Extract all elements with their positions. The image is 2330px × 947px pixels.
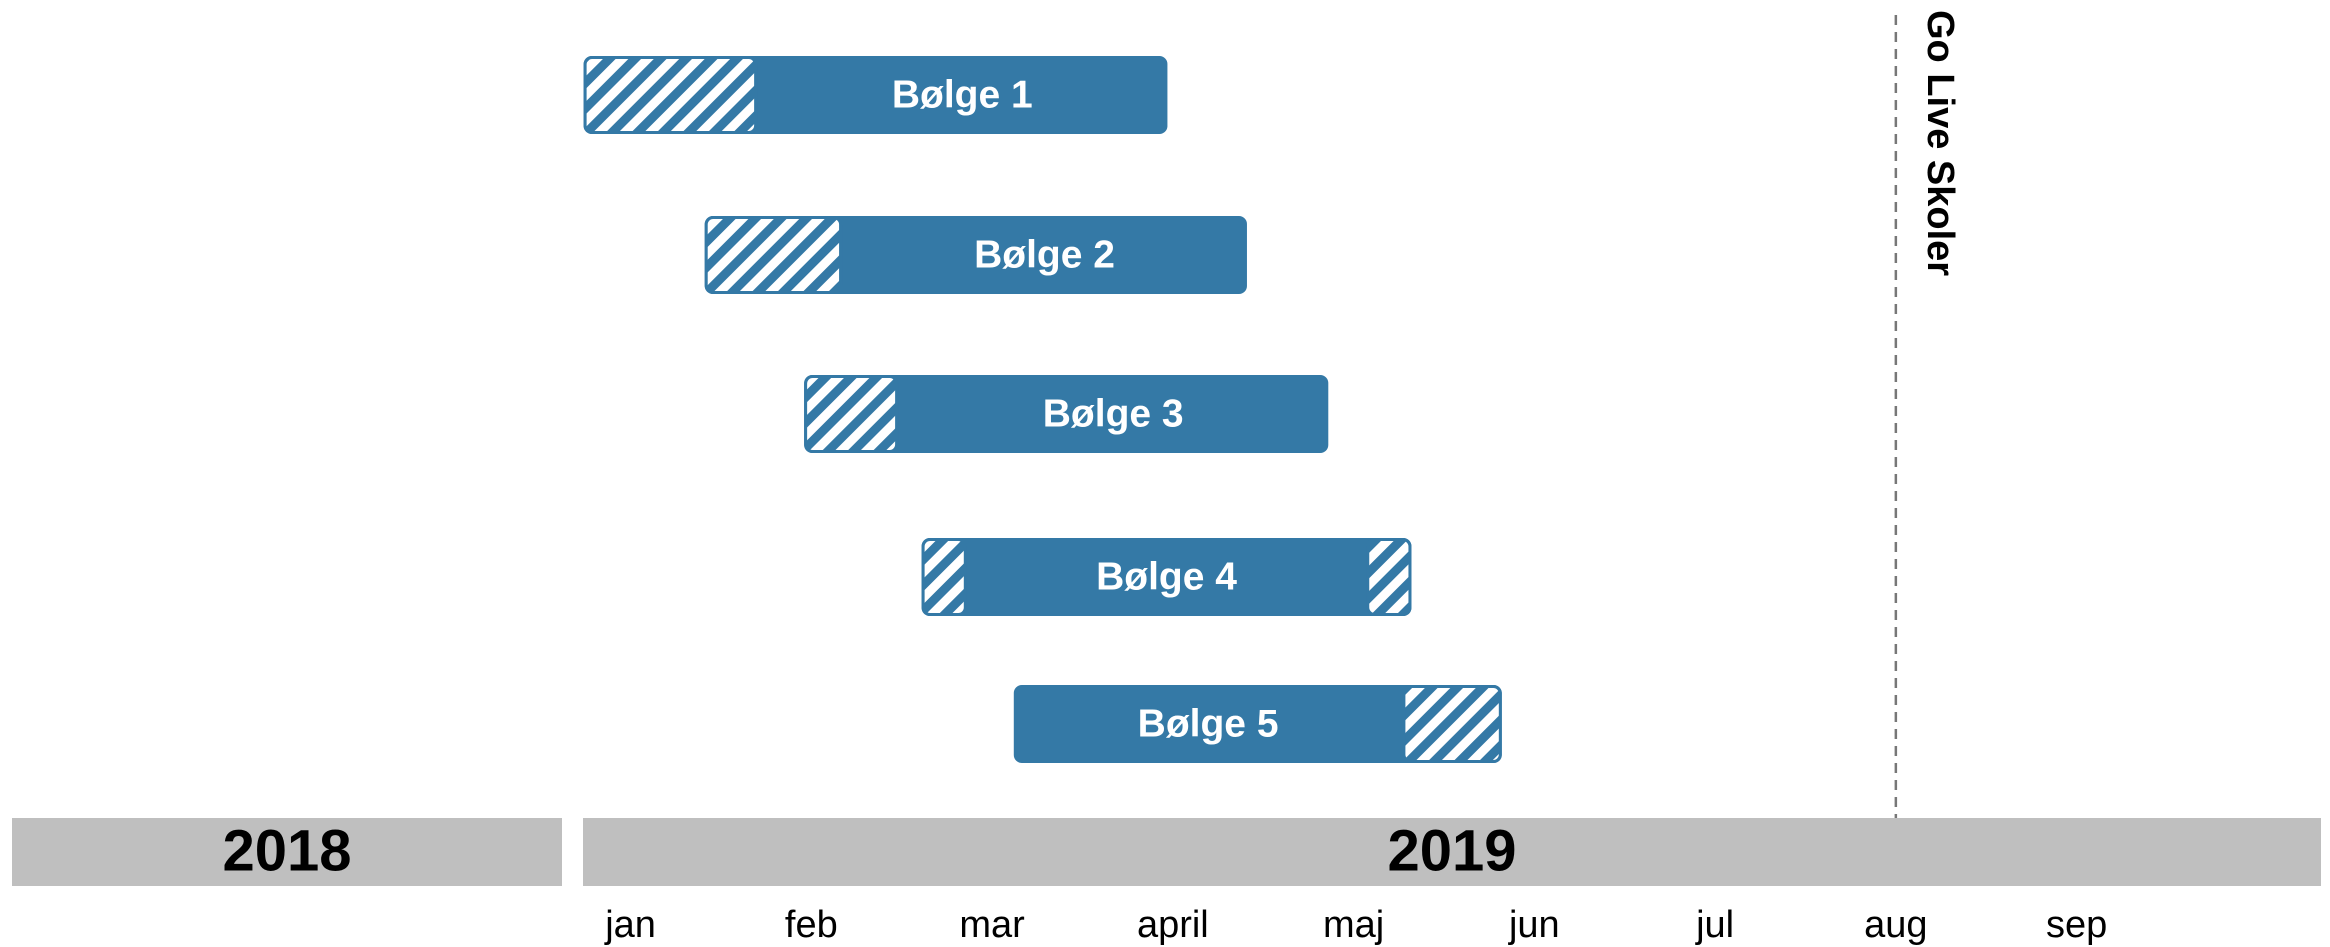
month-label: jul [1695,904,1734,946]
task-bar [1013,685,1502,763]
task-label: Bølge 1 [892,73,1033,116]
month-label: jan [604,904,656,946]
hatched-segment [583,56,758,134]
year-band [12,818,562,886]
month-label: sep [2046,904,2107,946]
month-label: feb [785,904,838,946]
task-bar [804,375,1329,453]
task-bar [921,538,1412,616]
hatched-segment [804,375,899,453]
year-label: 2018 [222,818,351,883]
year-label: 2019 [1387,818,1516,883]
task-label: Bølge 5 [1138,702,1279,745]
month-label: jun [1508,904,1560,946]
task-label: Bølge 2 [974,233,1115,276]
hatched-segment [1402,685,1502,763]
hatched-segment [704,216,843,294]
month-label: april [1137,904,1209,946]
month-label: maj [1323,904,1384,946]
task-label: Bølge 4 [1096,555,1237,598]
month-label: aug [1864,904,1927,946]
hatched-segment [1366,538,1412,616]
milestone-label: Go Live Skoler [1919,10,1961,276]
hatched-segment [921,538,967,616]
year-band [583,818,2321,886]
month-label: mar [959,904,1025,946]
task-label: Bølge 3 [1043,392,1184,435]
